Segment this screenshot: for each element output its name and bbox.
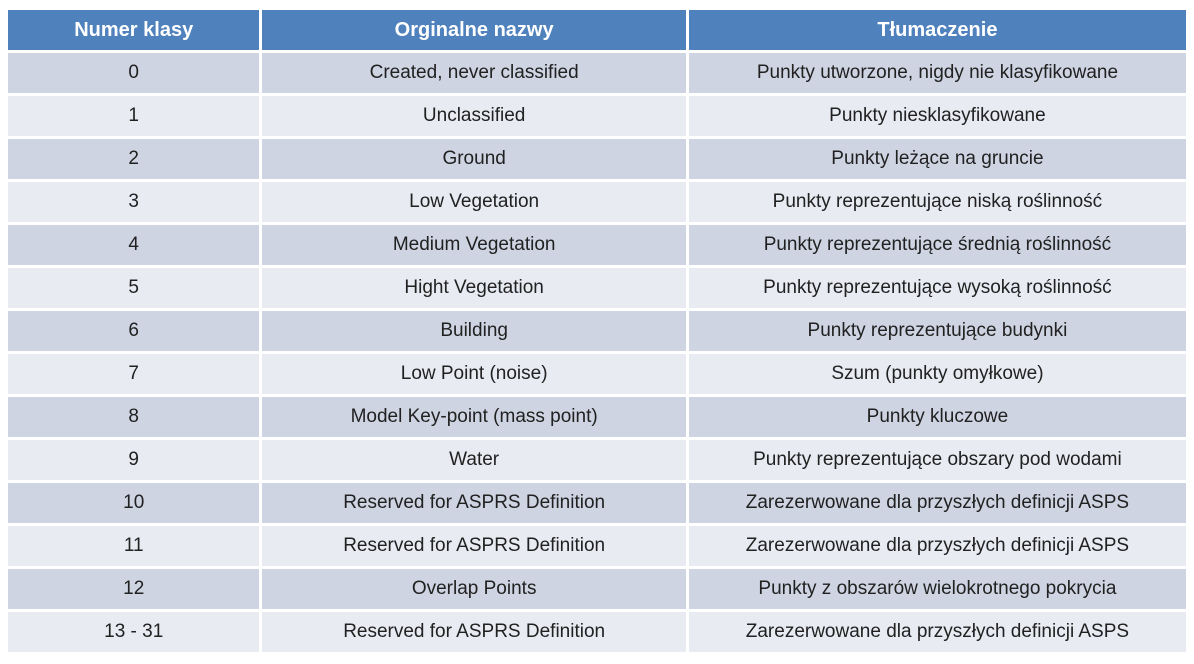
cell-class-number: 12 <box>8 569 263 612</box>
header-row: Numer klasy Orginalne nazwy Tłumaczenie <box>8 10 1186 53</box>
cell-translation: Punkty utworzone, nigdy nie klasyfikowan… <box>688 53 1186 96</box>
table-row: 7 Low Point (noise) Szum (punkty omyłkowe) <box>8 354 1186 397</box>
table-body: 0 Created, never classified Punkty utworzo… <box>8 53 1186 655</box>
cell-class-number: 2 <box>8 139 263 182</box>
cell-class-number: 7 <box>8 354 263 397</box>
cell-class-number: 1 <box>8 96 263 139</box>
header-tlumaczenie: Tłumaczenie <box>688 10 1186 53</box>
cell-translation: Zarezerwowane dla przyszłych definicji A… <box>688 612 1186 655</box>
cell-class-number: 6 <box>8 311 263 354</box>
cell-translation: Punkty leżące na gruncie <box>688 139 1186 182</box>
table-row: 1 Unclassified Punkty niesklasyfikowane <box>8 96 1186 139</box>
cell-translation: Punkty reprezentujące budynki <box>688 311 1186 354</box>
table-row: 10 Reserved for ASPRS Definition Zarezerwo… <box>8 483 1186 526</box>
cell-original-name: Low Point (noise) <box>262 354 689 397</box>
table-row: 9 Water Punkty reprezentujące obszary pod … <box>8 440 1186 483</box>
cell-original-name: Reserved for ASPRS Definition <box>262 526 689 569</box>
cell-original-name: Unclassified <box>262 96 689 139</box>
table-row: 6 Building Punkty reprezentujące budynki <box>8 311 1186 354</box>
table-row: 5 Hight Vegetation Punkty reprezentujące w… <box>8 268 1186 311</box>
cell-original-name: Model Key-point (mass point) <box>262 397 689 440</box>
cell-original-name: Reserved for ASPRS Definition <box>262 483 689 526</box>
cell-original-name: Hight Vegetation <box>262 268 689 311</box>
table-row: 2 Ground Punkty leżące na gruncie <box>8 139 1186 182</box>
table-row: 8 Model Key-point (mass point) Punkty kluc… <box>8 397 1186 440</box>
header-numer-klasy: Numer klasy <box>8 10 263 53</box>
cell-class-number: 5 <box>8 268 263 311</box>
table-row: 3 Low Vegetation Punkty reprezentujące nis… <box>8 182 1186 225</box>
cell-class-number: 4 <box>8 225 263 268</box>
cell-original-name: Medium Vegetation <box>262 225 689 268</box>
cell-class-number: 0 <box>8 53 263 96</box>
cell-translation: Punkty reprezentujące średnią roślinność <box>688 225 1186 268</box>
table-row: 11 Reserved for ASPRS Definition Zarezerwo… <box>8 526 1186 569</box>
cell-translation: Zarezerwowane dla przyszłych definicji A… <box>688 483 1186 526</box>
cell-original-name: Building <box>262 311 689 354</box>
cell-translation: Punkty reprezentujące niską roślinność <box>688 182 1186 225</box>
cell-translation: Punkty niesklasyfikowane <box>688 96 1186 139</box>
header-orginalne-nazwy: Orginalne nazwy <box>262 10 689 53</box>
cell-class-number: 10 <box>8 483 263 526</box>
table-row: 12 Overlap Points Punkty z obszarów wielok… <box>8 569 1186 612</box>
table-row: 13 - 31 Reserved for ASPRS Definition Zare… <box>8 612 1186 655</box>
cell-translation: Punkty z obszarów wielokrotnego pokrycia <box>688 569 1186 612</box>
cell-class-number: 11 <box>8 526 263 569</box>
cell-translation: Szum (punkty omyłkowe) <box>688 354 1186 397</box>
cell-class-number: 9 <box>8 440 263 483</box>
cell-translation: Punkty reprezentujące obszary pod wodami <box>688 440 1186 483</box>
cell-class-number: 3 <box>8 182 263 225</box>
cell-translation: Punkty kluczowe <box>688 397 1186 440</box>
classification-table: Numer klasy Orginalne nazwy Tłumaczenie … <box>8 10 1186 655</box>
cell-original-name: Low Vegetation <box>262 182 689 225</box>
cell-translation: Punkty reprezentujące wysoką roślinność <box>688 268 1186 311</box>
table-row: 4 Medium Vegetation Punkty reprezentujące … <box>8 225 1186 268</box>
cell-original-name: Water <box>262 440 689 483</box>
cell-translation: Zarezerwowane dla przyszłych definicji A… <box>688 526 1186 569</box>
cell-original-name: Created, never classified <box>262 53 689 96</box>
cell-class-number: 13 - 31 <box>8 612 263 655</box>
table-row: 0 Created, never classified Punkty utworzo… <box>8 53 1186 96</box>
cell-original-name: Overlap Points <box>262 569 689 612</box>
cell-original-name: Reserved for ASPRS Definition <box>262 612 689 655</box>
cell-original-name: Ground <box>262 139 689 182</box>
cell-class-number: 8 <box>8 397 263 440</box>
